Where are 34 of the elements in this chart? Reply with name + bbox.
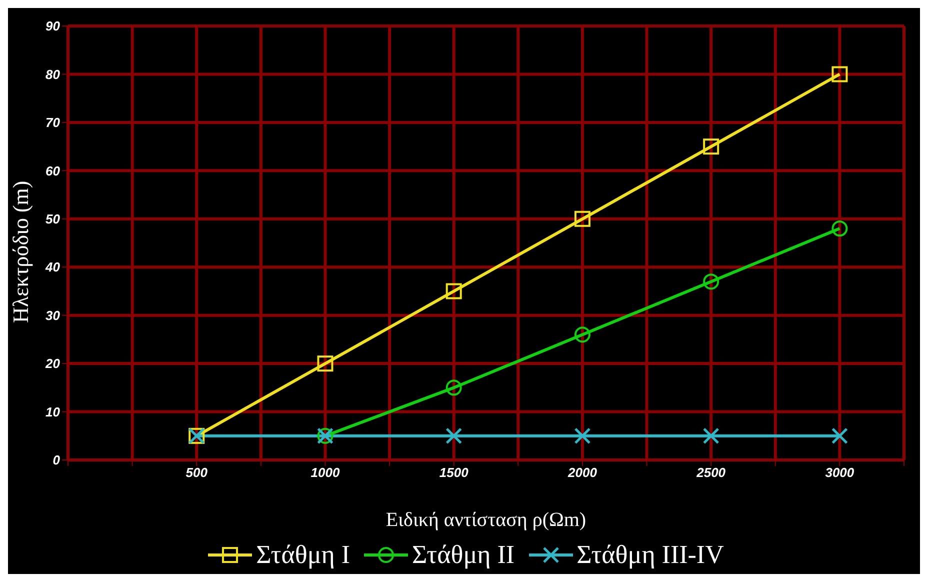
legend-label: Στάθμη II <box>412 540 515 570</box>
y-tick-label: 10 <box>46 404 61 420</box>
legend-label: Στάθμη III-IV <box>576 540 724 570</box>
y-tick-label: 90 <box>46 18 61 34</box>
point <box>703 274 720 290</box>
y-axis-title: Ηλεκτρόδιο (m) <box>8 180 33 323</box>
x-tick-label: 2000 <box>567 465 598 480</box>
point <box>574 326 590 343</box>
x-tick-label: 1000 <box>310 465 340 480</box>
legend-label: Στάθμη I <box>256 540 350 570</box>
y-tick-label: 0 <box>52 452 61 468</box>
y-tick-label: 50 <box>46 212 61 227</box>
x-tick-label: 1500 <box>439 465 470 480</box>
y-tick-label: 80 <box>46 66 61 82</box>
point <box>703 138 720 155</box>
point <box>317 356 334 372</box>
point <box>702 428 720 444</box>
x-tick-label: 2500 <box>696 465 726 480</box>
x-tick-label: 3000 <box>825 465 855 480</box>
y-tick-label: 20 <box>44 356 61 372</box>
x-tick-label: 500 <box>186 465 208 480</box>
point <box>832 66 848 82</box>
point <box>446 283 462 300</box>
x-axis-title: Ειδική αντίσταση ρ(Ωm) <box>386 509 586 531</box>
y-tick-label: 40 <box>44 260 61 275</box>
point <box>574 428 591 444</box>
point <box>446 380 462 396</box>
point <box>446 428 462 444</box>
y-tick-label: 60 <box>46 163 61 178</box>
y-tick-label: 70 <box>46 115 61 130</box>
point <box>832 220 848 237</box>
y-tick-label: 30 <box>46 308 61 323</box>
point <box>574 210 590 227</box>
point <box>831 428 848 444</box>
